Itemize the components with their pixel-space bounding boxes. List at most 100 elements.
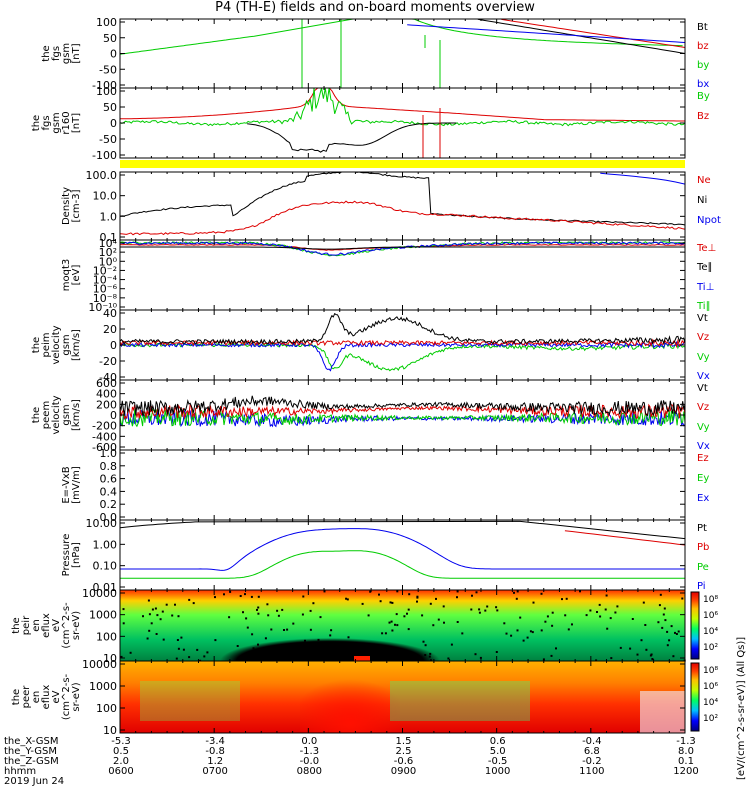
peir-pixel: [666, 644, 669, 647]
y-tick-label: 1.00: [93, 538, 118, 551]
peir-pixel: [192, 602, 195, 605]
y-tick-label: 10: [103, 652, 117, 665]
peir-pixel: [330, 629, 333, 632]
peir-pixel: [605, 594, 608, 597]
ylabel-fgs_gsm: the fgs gsm [nT]: [41, 19, 82, 88]
peir-pixel: [531, 631, 534, 634]
peir-pixel: [526, 636, 529, 639]
peir-pixel: [389, 601, 392, 604]
peir-pixel: [148, 629, 151, 632]
peir-pixel: [672, 655, 675, 658]
peir-pixel: [257, 612, 260, 615]
peir-pixel: [256, 608, 258, 611]
y-tick-label: 400: [96, 388, 117, 401]
peir-pixel: [395, 613, 398, 616]
series-bz-r: [120, 87, 685, 122]
peir-pixel: [642, 601, 645, 604]
peir-pixel: [329, 634, 332, 637]
peir-pixel: [244, 593, 246, 596]
ylabel-line: sr-eV): [71, 610, 82, 641]
x-row-label: the_Z-GSM: [4, 756, 59, 767]
y-tick-label: 100.0: [86, 169, 118, 182]
legend-entry: By: [697, 91, 710, 102]
x-row-value: 0.0: [301, 736, 318, 747]
peir-pixel: [567, 628, 570, 631]
peir-pixel: [606, 627, 609, 630]
peir-pixel: [540, 629, 543, 632]
peir-pixel: [658, 604, 661, 607]
series-bt-r: [247, 122, 457, 153]
peir-pixel: [551, 624, 554, 627]
x-row-value: -0.5: [487, 756, 508, 767]
peir-pixel: [356, 643, 358, 645]
peir-pixel: [408, 593, 411, 596]
x-row-value: 5.0: [489, 746, 506, 757]
peir-pixel: [174, 603, 176, 606]
peir-pixel: [281, 608, 284, 611]
peir-pixel: [301, 613, 304, 616]
x-row-value: 1100: [579, 766, 605, 777]
peir-pixel: [429, 652, 432, 655]
peir-pixel: [636, 653, 639, 656]
legend-entry: Pe: [697, 561, 709, 573]
x-row-value: 0900: [390, 766, 417, 777]
peir-pixel: [503, 622, 506, 625]
y-tick-label: 200: [96, 398, 117, 411]
x-row-label: the_Y-GSM: [4, 746, 58, 757]
x-row-value: 1000: [484, 766, 511, 777]
peir-pixel: [403, 615, 406, 618]
y-tick-label: 1.0: [100, 210, 118, 223]
peir-pixel: [604, 608, 607, 611]
series-bz: [501, 18, 686, 48]
peir-pixel: [236, 645, 239, 647]
y-tick-label: 100: [96, 85, 117, 98]
colorbar-tick-label: 10⁶: [703, 682, 718, 692]
peir-pixel: [616, 605, 619, 608]
peir-pixel: [180, 636, 183, 639]
peir-pixel: [478, 611, 481, 614]
y-tick-label: 100: [96, 630, 117, 643]
legend-entry: Ti⊥: [697, 281, 715, 293]
peir-pixel: [609, 617, 612, 620]
peir-pixel: [456, 621, 459, 623]
peir-pixel: [470, 608, 473, 611]
peir-pixel: [544, 620, 547, 623]
peir-pixel: [610, 657, 613, 660]
peir-pixel: [367, 614, 370, 617]
peir-pixel: [663, 607, 666, 610]
peir-pixel: [515, 597, 518, 600]
legend-entry: Vz: [697, 332, 710, 344]
y-tick-label: 0.0: [100, 511, 118, 524]
peir-pixel: [391, 629, 394, 632]
peir-pixel: [447, 657, 450, 660]
peir-pixel: [519, 616, 522, 619]
panel-frame-pressure: [119, 519, 686, 591]
peir-pixel: [257, 643, 259, 646]
peir-pixel: [416, 596, 419, 599]
ylabel-efield: E=-VxB [mV/m]: [61, 450, 82, 520]
legend-entry: Pt: [697, 523, 707, 534]
x-row-value: -3.4: [205, 736, 225, 747]
peir-pixel: [148, 613, 151, 616]
ylabel-line: [eV]: [71, 264, 82, 286]
legend-entry: Vx: [697, 441, 710, 452]
peir-pixel: [550, 654, 553, 657]
panel-frame-fgs_gsm: [119, 18, 686, 89]
peir-pixel: [430, 659, 432, 662]
peir-pixel: [188, 656, 191, 659]
x-row-value: -5.3: [111, 736, 131, 747]
legend-entry: by: [697, 60, 710, 71]
y-tick-label: 10: [103, 724, 117, 737]
y-tick-label: 50: [103, 32, 117, 45]
series-pi: [120, 528, 685, 571]
colorbar-tick-label: 10²: [703, 714, 718, 724]
peir-pixel: [516, 590, 519, 593]
peir-pixel: [645, 648, 648, 651]
peir-pixel: [339, 656, 342, 659]
y-tick-label: 10.00: [86, 517, 118, 530]
peir-pixel: [129, 651, 132, 654]
peir-pixel: [661, 626, 664, 629]
colorbar-tick-label: 10⁴: [703, 698, 718, 708]
peir-pixel: [214, 639, 217, 642]
